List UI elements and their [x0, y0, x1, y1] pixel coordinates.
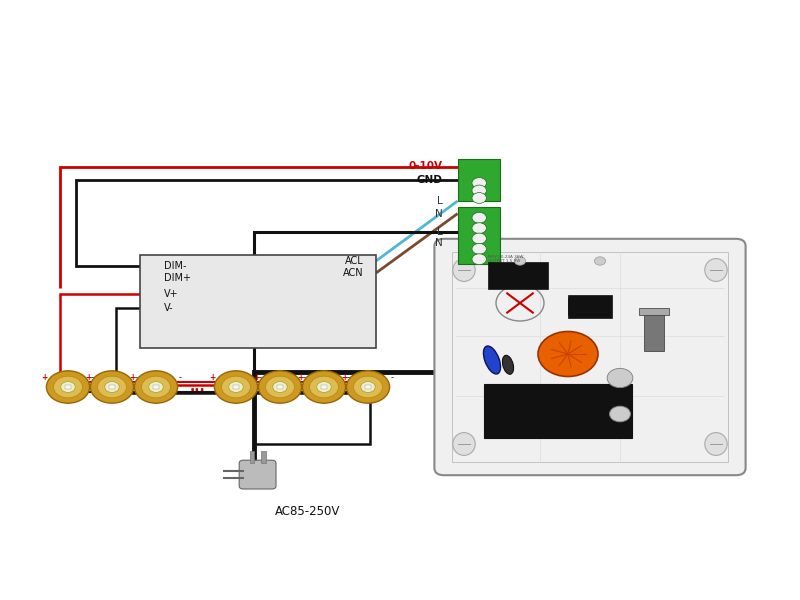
Ellipse shape — [705, 433, 727, 455]
Bar — [484, 384, 632, 438]
Circle shape — [472, 212, 486, 223]
Text: +: + — [41, 373, 47, 382]
FancyBboxPatch shape — [458, 207, 500, 264]
Text: V-: V- — [164, 303, 174, 313]
Circle shape — [105, 382, 119, 392]
Ellipse shape — [453, 259, 475, 281]
Text: -: - — [90, 373, 94, 382]
Text: -: - — [134, 373, 138, 382]
Text: -: - — [346, 373, 350, 382]
Circle shape — [54, 376, 82, 398]
Ellipse shape — [483, 346, 501, 374]
Circle shape — [472, 254, 486, 265]
Text: N: N — [434, 238, 442, 248]
Text: AC85-250V: AC85-250V — [275, 505, 341, 518]
Circle shape — [346, 371, 390, 403]
FancyBboxPatch shape — [239, 460, 276, 489]
Ellipse shape — [453, 433, 475, 455]
FancyBboxPatch shape — [458, 159, 500, 201]
Ellipse shape — [538, 331, 598, 377]
Circle shape — [354, 376, 382, 398]
Text: L: L — [437, 196, 442, 206]
Circle shape — [302, 371, 346, 403]
Text: -: - — [302, 373, 306, 382]
Circle shape — [134, 371, 178, 403]
Circle shape — [317, 382, 331, 392]
Circle shape — [472, 244, 486, 254]
Circle shape — [472, 185, 486, 196]
Circle shape — [214, 371, 258, 403]
Bar — [277, 385, 283, 389]
Text: L: L — [437, 227, 442, 236]
Bar — [639, 308, 669, 315]
Circle shape — [273, 382, 287, 392]
Bar — [233, 385, 239, 389]
Text: +: + — [341, 373, 347, 382]
Text: -: - — [178, 373, 182, 382]
Bar — [568, 298, 600, 315]
Circle shape — [149, 382, 163, 392]
Circle shape — [90, 371, 134, 403]
Text: +: + — [209, 373, 215, 382]
Circle shape — [61, 382, 75, 392]
Text: +: + — [253, 373, 259, 382]
Text: +: + — [129, 373, 135, 382]
Circle shape — [607, 368, 633, 388]
Circle shape — [472, 178, 486, 188]
Text: OUTPUT 1.5 9W: OUTPUT 1.5 9W — [488, 259, 520, 263]
Text: +: + — [85, 373, 91, 382]
Circle shape — [222, 376, 250, 398]
Circle shape — [361, 382, 375, 392]
Bar — [568, 295, 612, 318]
Text: -: - — [258, 373, 262, 382]
Circle shape — [472, 193, 486, 203]
Circle shape — [310, 376, 338, 398]
Text: ACL: ACL — [346, 256, 364, 266]
Text: 0-10V: 0-10V — [409, 161, 442, 171]
Circle shape — [142, 376, 170, 398]
Bar — [321, 385, 327, 389]
Bar — [261, 451, 266, 463]
Ellipse shape — [705, 259, 727, 281]
Circle shape — [46, 371, 90, 403]
Bar — [488, 262, 548, 289]
Circle shape — [258, 371, 302, 403]
Text: ...: ... — [190, 380, 206, 394]
Circle shape — [266, 376, 294, 398]
Bar — [365, 385, 371, 389]
Circle shape — [98, 376, 126, 398]
Text: DIM+: DIM+ — [164, 274, 191, 283]
Text: MPV-70-24A 36W: MPV-70-24A 36W — [488, 255, 523, 259]
Circle shape — [514, 257, 526, 265]
Text: ACN: ACN — [343, 268, 364, 278]
Bar — [644, 312, 664, 351]
Circle shape — [594, 257, 606, 265]
Circle shape — [472, 233, 486, 244]
Text: +: + — [297, 373, 303, 382]
Text: V+: V+ — [164, 289, 178, 299]
Text: -: - — [390, 373, 394, 382]
Bar — [109, 385, 115, 389]
Bar — [250, 451, 254, 463]
Text: N: N — [434, 209, 442, 218]
Circle shape — [610, 406, 630, 422]
Text: DIM-: DIM- — [164, 261, 186, 271]
Text: GND: GND — [417, 175, 442, 185]
Circle shape — [472, 223, 486, 233]
FancyBboxPatch shape — [434, 239, 746, 475]
Ellipse shape — [502, 355, 514, 374]
FancyBboxPatch shape — [140, 255, 376, 348]
Bar — [153, 385, 159, 389]
Circle shape — [229, 382, 243, 392]
Bar — [65, 385, 71, 389]
